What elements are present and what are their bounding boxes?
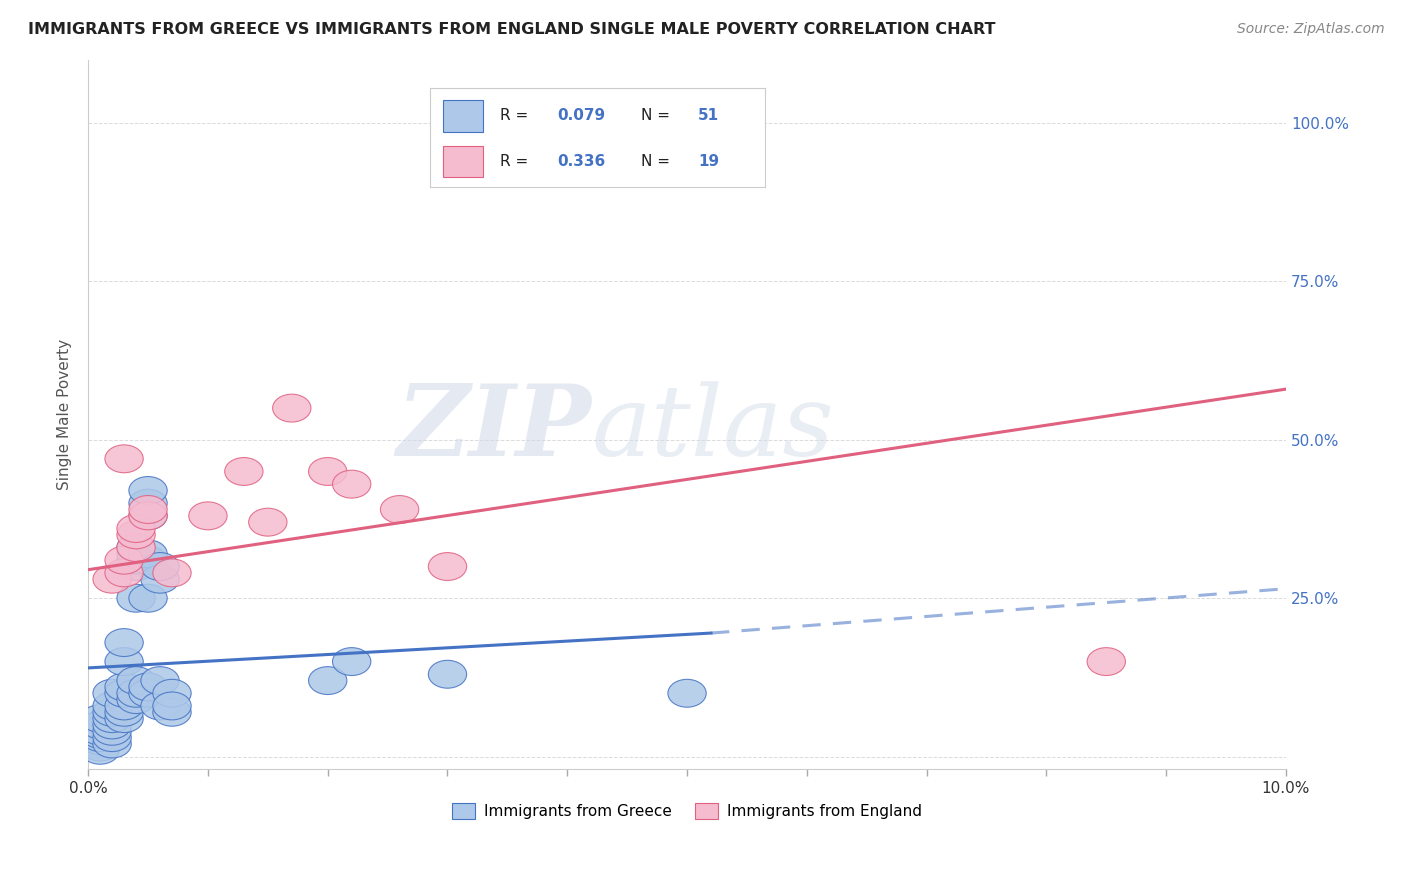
Ellipse shape: [93, 692, 131, 720]
Ellipse shape: [381, 496, 419, 524]
Ellipse shape: [141, 552, 179, 581]
Ellipse shape: [153, 698, 191, 726]
Ellipse shape: [82, 730, 120, 758]
Ellipse shape: [117, 552, 155, 581]
Ellipse shape: [129, 680, 167, 707]
Ellipse shape: [117, 546, 155, 574]
Ellipse shape: [117, 540, 155, 568]
Ellipse shape: [117, 686, 155, 714]
Ellipse shape: [129, 496, 167, 524]
Text: Source: ZipAtlas.com: Source: ZipAtlas.com: [1237, 22, 1385, 37]
Ellipse shape: [141, 666, 179, 695]
Ellipse shape: [308, 458, 347, 485]
Ellipse shape: [117, 584, 155, 612]
Ellipse shape: [117, 515, 155, 542]
Ellipse shape: [82, 723, 120, 752]
Ellipse shape: [188, 502, 228, 530]
Ellipse shape: [153, 559, 191, 587]
Ellipse shape: [105, 559, 143, 587]
Ellipse shape: [153, 680, 191, 707]
Ellipse shape: [82, 737, 120, 764]
Ellipse shape: [308, 666, 347, 695]
Ellipse shape: [117, 521, 155, 549]
Ellipse shape: [82, 717, 120, 745]
Ellipse shape: [141, 566, 179, 593]
Ellipse shape: [129, 540, 167, 568]
Ellipse shape: [117, 680, 155, 707]
Ellipse shape: [1087, 648, 1125, 675]
Text: IMMIGRANTS FROM GREECE VS IMMIGRANTS FROM ENGLAND SINGLE MALE POVERTY CORRELATIO: IMMIGRANTS FROM GREECE VS IMMIGRANTS FRO…: [28, 22, 995, 37]
Ellipse shape: [105, 673, 143, 701]
Legend: Immigrants from Greece, Immigrants from England: Immigrants from Greece, Immigrants from …: [446, 797, 928, 825]
Text: ZIP: ZIP: [396, 380, 592, 477]
Ellipse shape: [105, 648, 143, 675]
Ellipse shape: [129, 502, 167, 530]
Ellipse shape: [82, 733, 120, 761]
Ellipse shape: [105, 680, 143, 707]
Ellipse shape: [93, 566, 131, 593]
Ellipse shape: [129, 546, 167, 574]
Ellipse shape: [117, 666, 155, 695]
Ellipse shape: [129, 476, 167, 505]
Ellipse shape: [141, 692, 179, 720]
Ellipse shape: [429, 552, 467, 581]
Ellipse shape: [429, 660, 467, 689]
Ellipse shape: [93, 698, 131, 726]
Ellipse shape: [249, 508, 287, 536]
Ellipse shape: [668, 680, 706, 707]
Ellipse shape: [129, 502, 167, 530]
Ellipse shape: [117, 533, 155, 561]
Ellipse shape: [82, 705, 120, 732]
Ellipse shape: [105, 705, 143, 732]
Ellipse shape: [82, 727, 120, 755]
Ellipse shape: [105, 445, 143, 473]
Ellipse shape: [105, 692, 143, 720]
Y-axis label: Single Male Poverty: Single Male Poverty: [58, 339, 72, 490]
Ellipse shape: [105, 546, 143, 574]
Ellipse shape: [129, 584, 167, 612]
Ellipse shape: [225, 458, 263, 485]
Ellipse shape: [93, 680, 131, 707]
Ellipse shape: [117, 533, 155, 561]
Ellipse shape: [93, 723, 131, 752]
Ellipse shape: [93, 717, 131, 745]
Ellipse shape: [93, 711, 131, 739]
Ellipse shape: [82, 711, 120, 739]
Ellipse shape: [332, 648, 371, 675]
Ellipse shape: [332, 470, 371, 498]
Text: atlas: atlas: [592, 381, 834, 476]
Ellipse shape: [129, 673, 167, 701]
Ellipse shape: [153, 692, 191, 720]
Ellipse shape: [129, 489, 167, 517]
Ellipse shape: [82, 721, 120, 748]
Ellipse shape: [93, 730, 131, 758]
Ellipse shape: [105, 629, 143, 657]
Ellipse shape: [105, 698, 143, 726]
Ellipse shape: [93, 705, 131, 732]
Ellipse shape: [273, 394, 311, 422]
